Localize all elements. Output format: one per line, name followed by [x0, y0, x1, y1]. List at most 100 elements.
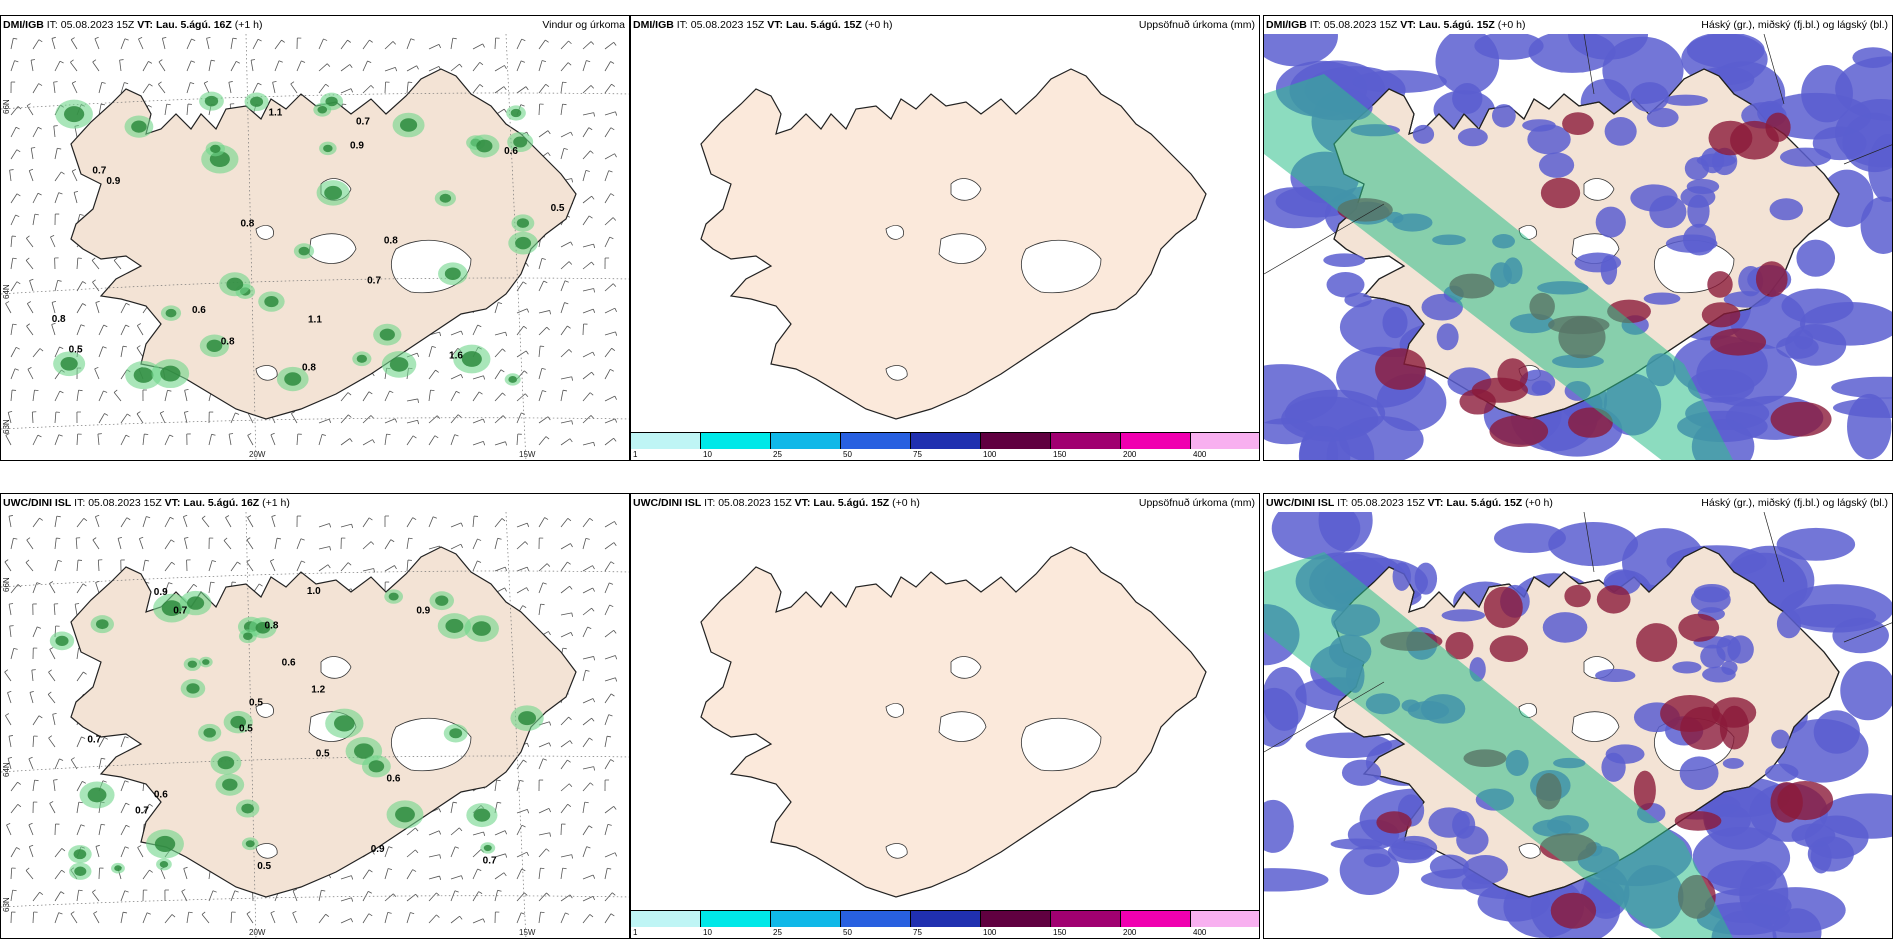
lat-label: 63N: [2, 897, 11, 912]
precip-core: [187, 596, 205, 610]
precip-core: [473, 808, 491, 822]
colorbar-cells: [631, 910, 1259, 927]
colorbar-label: 25: [773, 450, 782, 459]
precip-core: [439, 193, 452, 203]
glacier-outline: [885, 703, 904, 718]
precip-core: [323, 144, 333, 153]
glacier-outline: [255, 843, 278, 859]
precip-core: [516, 218, 530, 228]
precip-value-label: 1.2: [311, 685, 325, 696]
precip-core: [165, 308, 177, 318]
precip-core: [445, 618, 464, 633]
glacier-outline: [320, 656, 352, 679]
precip-value-label: 0.9: [154, 587, 168, 598]
high-cloud-band: [1264, 552, 1733, 938]
precip-value-label: 0.6: [387, 774, 401, 785]
precip-value-label: 0.5: [249, 698, 263, 709]
precip-core: [186, 683, 200, 694]
precip-core: [206, 339, 223, 352]
precip-value-label: 0.9: [106, 176, 120, 187]
precip-value-label: 0.7: [173, 605, 187, 616]
precip-core: [435, 595, 449, 606]
lat-label: 64N: [2, 762, 11, 777]
glacier-outline: [1021, 717, 1102, 772]
colorbar-label: 400: [1193, 928, 1207, 937]
panel-title: Uppsöfnuð úrkoma (mm): [1138, 19, 1255, 31]
precip-core: [87, 787, 107, 803]
colorbar-cell: [771, 433, 841, 449]
precip-core: [476, 139, 493, 153]
glacier-outline: [885, 225, 904, 240]
wind-precip-map: 20W 15W66N64N63N0.70.80.60.80.50.50.80.90…: [1, 34, 629, 460]
precip-core: [204, 95, 219, 107]
precip-core: [324, 185, 343, 200]
glacier-outline: [885, 843, 908, 859]
precip-core: [159, 860, 169, 868]
precip-core: [250, 96, 264, 107]
precip-core: [515, 236, 532, 250]
precip-core: [55, 635, 69, 647]
map-content-wind-top: 20W 15W66N64N63N0.70.80.60.80.50.50.80.90…: [1, 34, 629, 460]
cloud-map: [1264, 512, 1892, 938]
precip-value-label: 1.1: [268, 107, 282, 118]
glacier-outline: [1571, 711, 1620, 742]
precip-core: [133, 367, 154, 383]
colorbar-cell: [631, 911, 701, 927]
precip-value-label: 0.7: [356, 117, 370, 128]
precip-core: [356, 354, 368, 363]
precip-core: [217, 756, 235, 770]
precip-value-label: 0.8: [221, 337, 235, 348]
precip-value-label: 0.7: [483, 856, 497, 867]
glacier-outline: [885, 365, 908, 381]
panel-title: Háský (gr.), miðský (fj.bl.) og lágský (…: [1701, 19, 1888, 31]
precip-value-label: 0.9: [416, 606, 430, 617]
lat-lon-grid: [1, 512, 629, 938]
precip-core: [513, 136, 528, 148]
precip-core: [334, 715, 355, 732]
lon-label: 15W: [519, 450, 536, 459]
precip-core: [395, 806, 415, 823]
precip-value-label: 1.0: [307, 586, 321, 597]
colorbar-label: 150: [1053, 450, 1067, 459]
precip-colorbar: 1 10 25 50 75 100 150 200 400: [631, 432, 1259, 460]
lon-label: 15W: [519, 928, 536, 937]
colorbar-label: 100: [983, 928, 997, 937]
map-content-accum-bottom: [700, 546, 1207, 898]
glacier-outline: [938, 711, 987, 742]
colorbar-label: 200: [1123, 450, 1137, 459]
precip-core: [508, 376, 518, 383]
precip-value-label: 0.5: [257, 861, 271, 872]
panel-title: Háský (gr.), miðský (fj.bl.) og lágský (…: [1701, 497, 1888, 509]
precip-core: [449, 728, 463, 739]
colorbar-cell: [1191, 911, 1259, 927]
precip-core: [230, 715, 247, 729]
colorbar-label: 75: [913, 450, 922, 459]
precip-core: [444, 267, 461, 280]
glacier-outline: [950, 656, 982, 679]
precip-core: [264, 295, 279, 308]
precip-value-label: 0.5: [551, 203, 565, 214]
colorbar-labels: 1 10 25 50 75 100 150 200 400: [631, 449, 1259, 460]
panel-uwc-wind: UWC/DINI ISL IT: 05.08.2023 15Z VT: Lau.…: [0, 493, 630, 939]
precip-core: [73, 849, 87, 860]
precip-core: [74, 866, 87, 877]
colorbar-label: 10: [703, 450, 712, 459]
panel-title: Vindur og úrkoma: [542, 19, 625, 31]
precip-value-label: 0.8: [265, 620, 279, 631]
precip-core: [379, 328, 395, 341]
map-content-cloud-bottom: [1264, 512, 1892, 938]
precip-core: [483, 844, 492, 852]
accum-map: [700, 546, 1207, 898]
map-content-accum-top: [700, 68, 1207, 420]
precip-core: [243, 632, 253, 640]
glacier-outline: [255, 365, 278, 381]
colorbar-cell: [911, 911, 981, 927]
precip-core: [131, 120, 147, 133]
boundary-lines: [1264, 34, 1892, 275]
glacier-outline: [938, 233, 987, 264]
lon-label: 20W: [249, 928, 266, 937]
colorbar-cell: [1191, 433, 1259, 449]
colorbar-label: 200: [1123, 928, 1137, 937]
colorbar-label: 1: [633, 928, 638, 937]
precip-cells: 0.7 0.8 0.6 0.8 0.5 0.5 0.8 0.9 0.8 0.7 0.7 1.1 0.9 1…: [52, 91, 565, 392]
